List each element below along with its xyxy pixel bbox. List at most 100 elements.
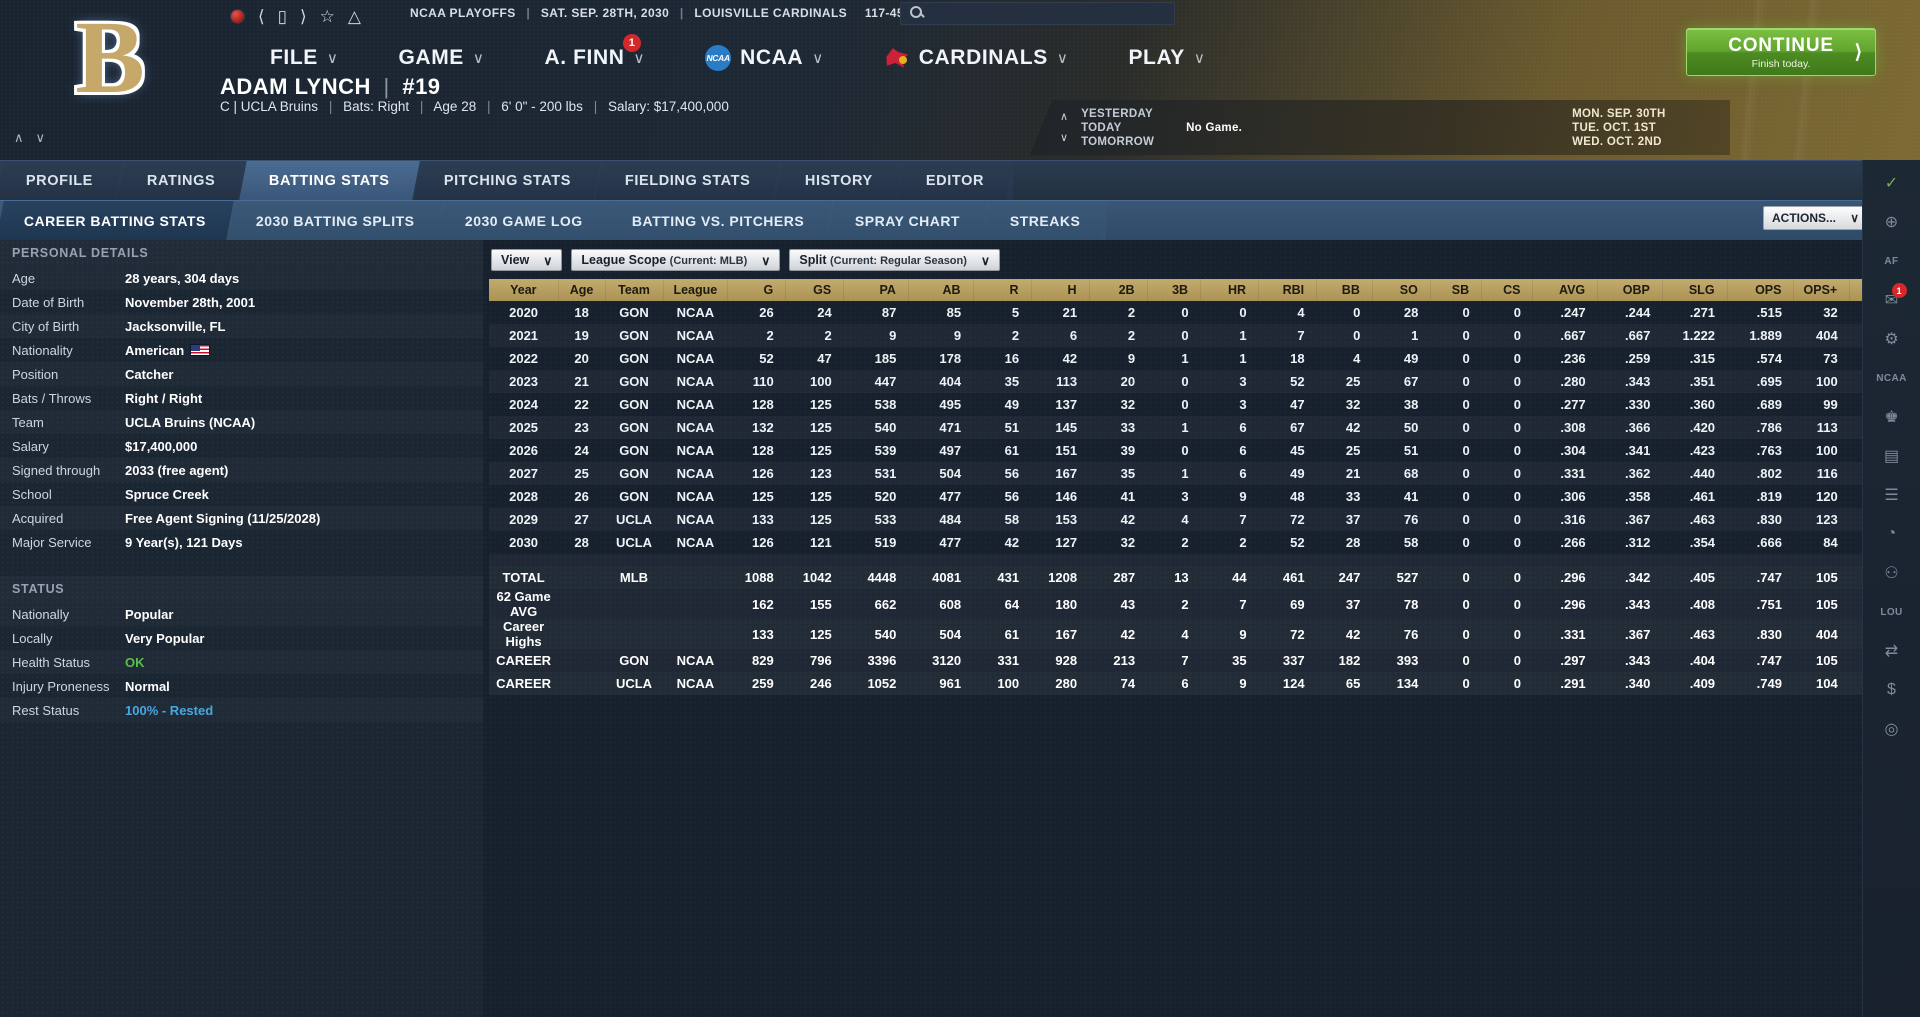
chevron-down-icon[interactable]: ∨ xyxy=(35,130,46,145)
tab-fielding-stats[interactable]: FIELDING STATS xyxy=(595,161,781,200)
subtab-streaks[interactable]: STREAKS xyxy=(981,201,1108,240)
subtab-career-batting-stats[interactable]: CAREER BATTING STATS xyxy=(0,201,234,240)
league-scope-dropdown[interactable]: League Scope (Current: MLB) ∨ xyxy=(571,249,781,271)
ncaa-label[interactable]: NCAA xyxy=(1876,372,1907,384)
column-header[interactable]: SLG xyxy=(1662,279,1728,301)
column-header[interactable]: R xyxy=(973,279,1032,301)
chart-icon[interactable]: ☰ xyxy=(1884,487,1899,504)
menu-league[interactable]: NCAA NCAA ∨ xyxy=(675,45,854,71)
column-header[interactable]: OPS+ xyxy=(1793,279,1851,301)
column-header[interactable]: GS xyxy=(785,279,845,301)
subtab-batting-vs-pitchers[interactable]: BATTING VS. PITCHERS xyxy=(604,201,833,240)
clock-icon[interactable]: ◔ xyxy=(1886,525,1897,542)
column-header[interactable]: AVG xyxy=(1532,279,1599,301)
forward-icon[interactable]: ⟩ xyxy=(300,6,307,26)
column-header[interactable]: SO xyxy=(1372,279,1431,301)
back-circle-icon[interactable]: ⟨ xyxy=(258,6,265,26)
table-cell: 531 xyxy=(874,466,897,481)
home-icon[interactable]: △ xyxy=(347,6,361,26)
column-header[interactable]: BB xyxy=(1316,279,1373,301)
column-header[interactable]: Year xyxy=(489,279,559,301)
dollar-icon[interactable]: $ xyxy=(1887,681,1896,698)
column-header[interactable]: AB xyxy=(908,279,974,301)
tab-label: FIELDING STATS xyxy=(625,172,751,189)
tab-batting-stats[interactable]: BATTING STATS xyxy=(239,161,420,200)
table-row[interactable]: 2020 18 GON NCAA 26 24 87 85 5 21 2 0 0 4 0 28 0 0 .247 .24… xyxy=(489,301,1904,324)
table-row[interactable]: 2029 27 UCLA NCAA 133 125 533 484 58 153 42 4 7 72 37 7… xyxy=(489,508,1904,531)
page-icon[interactable]: ▯ xyxy=(277,6,287,26)
table-cell: 0 xyxy=(1353,305,1361,320)
subtab-game-log[interactable]: 2030 GAME LOG xyxy=(436,201,611,240)
column-header[interactable]: HR xyxy=(1200,279,1260,301)
star-icon[interactable]: ☆ xyxy=(319,6,335,26)
tab-history[interactable]: HISTORY xyxy=(774,161,903,200)
search-input[interactable] xyxy=(900,2,1175,25)
summary-row[interactable]: 62 Game AVG 162 155 662 608 64 180 43 2 7 69 37 78 0 0… xyxy=(489,589,1904,619)
transfer-icon[interactable]: ⇄ xyxy=(1884,643,1899,660)
chevron-up-icon[interactable]: ∧ xyxy=(14,130,24,145)
table-row[interactable]: 2027 25 GON NCAA 126 123 531 504 56 167 35 1 6 49 21 68… xyxy=(489,462,1904,485)
breadcrumb-item-team[interactable]: LOUISVILLE CARDINALS xyxy=(694,6,848,20)
lou-label[interactable]: LOU xyxy=(1880,606,1903,618)
summary-row[interactable]: CAREER GON NCAA 829 796 3396 3120 331 928 213 7 35 3… xyxy=(489,649,1904,672)
globe-icon[interactable]: ⊕ xyxy=(1884,214,1899,231)
menu-play[interactable]: PLAY ∨ xyxy=(1098,46,1235,70)
table-row[interactable]: 2028 26 GON NCAA 125 125 520 477 56 146 41 3 9 48 33 41… xyxy=(489,485,1904,508)
summary-cell: .405 xyxy=(1689,570,1716,585)
table-row[interactable]: 2021 19 GON NCAA 2 2 9 9 2 6 2 0 1 7 0 1 0 0 .667 .667 1.222… xyxy=(489,324,1904,347)
chevron-up-icon[interactable]: ∧ xyxy=(1060,111,1069,123)
menu-file[interactable]: FILE ∨ xyxy=(240,46,369,70)
subtab-spray-chart[interactable]: SPRAY CHART xyxy=(826,201,988,240)
tab-ratings[interactable]: RATINGS xyxy=(117,161,246,200)
column-header[interactable]: PA xyxy=(843,279,909,301)
breadcrumb-item-date[interactable]: SAT. SEP. 28TH, 2030 xyxy=(540,6,670,20)
column-header[interactable]: SB xyxy=(1430,279,1483,301)
table-row[interactable]: 2024 22 GON NCAA 128 125 538 495 49 137 32 0 3 47 32 38… xyxy=(489,393,1904,416)
column-header[interactable]: Team xyxy=(605,279,664,301)
column-header[interactable]: CS xyxy=(1481,279,1534,301)
target-icon[interactable]: ◎ xyxy=(1884,721,1899,738)
table-row[interactable]: 2025 23 GON NCAA 132 125 540 471 51 145 33 1 6 67 42 50… xyxy=(489,416,1904,439)
summary-cell: 9 xyxy=(1239,626,1247,642)
subtab-batting-splits[interactable]: 2030 BATTING SPLITS xyxy=(228,201,443,240)
view-dropdown[interactable]: View ∨ xyxy=(491,249,563,271)
people-icon[interactable]: ⚇ xyxy=(1884,565,1899,582)
table-cell: .280 xyxy=(1560,374,1586,389)
table-row[interactable]: 2030 28 UCLA NCAA 126 121 519 477 42 127 32 2 2 52 28 5… xyxy=(489,531,1904,554)
summary-row[interactable]: CAREER UCLA NCAA 259 246 1052 961 100 280 74 6 9 124… xyxy=(489,672,1904,695)
menu-user[interactable]: A. FINN ∨ 1 xyxy=(515,34,676,70)
mail-icon[interactable]: ✉ 1 xyxy=(1879,283,1907,313)
column-header[interactable]: H xyxy=(1031,279,1090,301)
breadcrumb-item-league[interactable]: NCAA PLAYOFFS xyxy=(410,6,516,20)
tab-pitching-stats[interactable]: PITCHING STATS xyxy=(414,161,601,200)
baseball-icon[interactable] xyxy=(230,8,245,24)
column-header[interactable]: G xyxy=(727,279,787,301)
actions-button[interactable]: ACTIONS... ∨ xyxy=(1763,206,1868,230)
summary-row[interactable]: Career Highs 133 125 540 504 61 167 42 4 9 72 42 76 0… xyxy=(489,619,1904,649)
column-header[interactable]: OBP xyxy=(1597,279,1663,301)
continue-button[interactable]: CONTINUE Finish today. ⟩ xyxy=(1686,28,1876,76)
column-header[interactable]: OPS xyxy=(1727,279,1795,301)
column-header[interactable]: League xyxy=(663,279,729,301)
table-row[interactable]: 2026 24 GON NCAA 128 125 539 497 61 151 39 0 6 45 25 51… xyxy=(489,439,1904,462)
chevron-down-icon[interactable]: ∨ xyxy=(1060,132,1069,144)
summary-row[interactable]: TOTAL MLB 1088 1042 4448 4081 431 1208 287 13 44 46… xyxy=(489,566,1904,589)
menu-team[interactable]: CARDINALS ∨ xyxy=(854,46,1099,70)
column-header[interactable]: Age xyxy=(558,279,606,301)
menu-game[interactable]: GAME ∨ xyxy=(369,46,515,70)
column-header[interactable]: RBI xyxy=(1258,279,1318,301)
table-row[interactable]: 2023 21 GON NCAA 110 100 447 404 35 113 20 0 3 52 25 67… xyxy=(489,370,1904,393)
tab-profile[interactable]: PROFILE xyxy=(0,161,123,200)
af-label[interactable]: AF xyxy=(1884,255,1899,267)
card-icon[interactable]: ▤ xyxy=(1883,448,1900,465)
trophy-icon[interactable]: ♚ xyxy=(1884,409,1899,426)
column-header[interactable]: 3B xyxy=(1147,279,1202,301)
column-header[interactable]: 2B xyxy=(1089,279,1148,301)
split-dropdown[interactable]: Split (Current: Regular Season) ∨ xyxy=(789,249,1001,271)
check-icon[interactable]: ✓ xyxy=(1884,175,1899,192)
gear-icon[interactable]: ⚙ xyxy=(1884,331,1899,348)
table-row[interactable]: 2022 20 GON NCAA 52 47 185 178 16 42 9 1 1 18 4 49 0 0 .23… xyxy=(489,347,1904,370)
summary-cell: 829 xyxy=(751,653,774,668)
tab-editor[interactable]: EDITOR xyxy=(896,161,1015,200)
summary-cell: UCLA xyxy=(615,676,653,691)
